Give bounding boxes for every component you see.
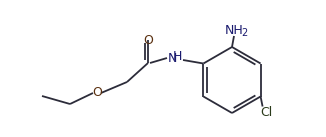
Text: H: H bbox=[172, 51, 182, 64]
Text: Cl: Cl bbox=[260, 106, 273, 119]
Text: N: N bbox=[167, 52, 177, 65]
Text: O: O bbox=[143, 34, 153, 46]
Text: 2: 2 bbox=[241, 28, 247, 38]
Text: O: O bbox=[92, 86, 102, 99]
Text: NH: NH bbox=[225, 25, 244, 38]
